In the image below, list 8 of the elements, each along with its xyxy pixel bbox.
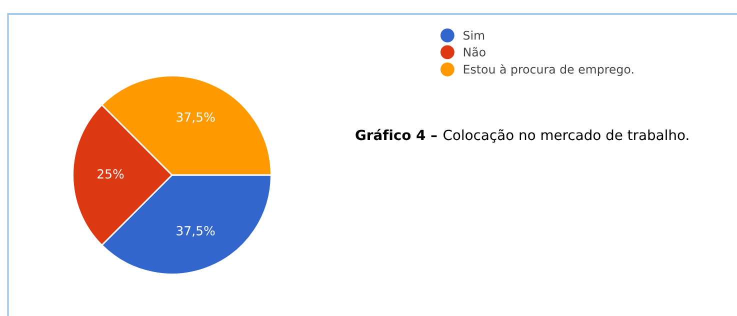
legend-label: Sim xyxy=(464,30,484,40)
legend-label: Estou à procura de emprego. xyxy=(464,64,634,76)
text: Colocação no mercado de trabalho. xyxy=(444,129,688,143)
text: Gráfico 4 – xyxy=(356,128,437,140)
data-label: 37,5% xyxy=(176,226,215,237)
data-label: 25% xyxy=(98,169,124,179)
legend-label: Não xyxy=(464,47,486,56)
data-label: 37,5% xyxy=(176,112,215,124)
